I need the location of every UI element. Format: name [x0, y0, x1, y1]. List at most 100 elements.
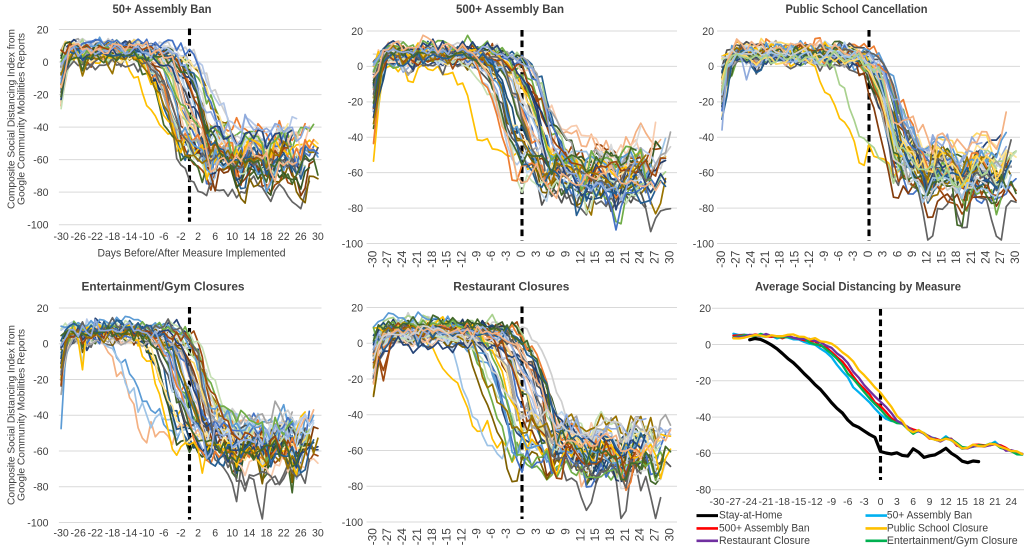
svg-text:6: 6 [212, 528, 218, 540]
svg-text:-20: -20 [348, 97, 363, 109]
svg-text:0: 0 [705, 339, 711, 351]
svg-text:12: 12 [920, 251, 934, 264]
svg-text:-6: -6 [832, 250, 846, 261]
svg-text:27: 27 [648, 251, 662, 264]
svg-text:21: 21 [989, 497, 1001, 508]
svg-text:10: 10 [226, 231, 238, 243]
svg-text:20: 20 [699, 303, 711, 315]
svg-text:-20: -20 [699, 97, 714, 109]
svg-text:-80: -80 [696, 485, 711, 497]
svg-text:-100: -100 [27, 220, 48, 232]
svg-text:3: 3 [876, 250, 890, 257]
svg-text:-6: -6 [159, 231, 169, 243]
svg-text:-18: -18 [425, 528, 439, 545]
svg-text:0: 0 [514, 250, 528, 257]
svg-text:-12: -12 [455, 528, 469, 545]
svg-text:24: 24 [1006, 497, 1018, 508]
svg-text:-60: -60 [33, 446, 48, 458]
svg-text:12: 12 [940, 497, 952, 508]
svg-text:500+ Assembly Ban: 500+ Assembly Ban [719, 523, 810, 535]
svg-text:-15: -15 [787, 250, 801, 267]
svg-text:Composite Social Distancing In: Composite Social Distancing Index from [7, 325, 18, 505]
svg-text:-18: -18 [773, 250, 787, 267]
svg-text:Entertainment/Gym Closures: Entertainment/Gym Closures [82, 279, 245, 293]
svg-text:18: 18 [261, 528, 273, 540]
svg-text:-27: -27 [380, 528, 394, 545]
svg-text:3: 3 [894, 497, 900, 508]
svg-text:-40: -40 [33, 410, 48, 422]
svg-text:2: 2 [195, 528, 201, 540]
svg-text:-26: -26 [71, 231, 86, 243]
svg-text:-30: -30 [53, 231, 68, 243]
svg-text:-21: -21 [410, 528, 424, 545]
svg-text:-60: -60 [696, 448, 711, 460]
svg-text:-30: -30 [709, 497, 724, 508]
svg-text:-22: -22 [88, 528, 103, 540]
svg-text:-40: -40 [33, 122, 48, 134]
svg-text:-3: -3 [859, 497, 868, 508]
svg-text:-60: -60 [348, 167, 363, 179]
svg-text:Composite Social Distancing In: Composite Social Distancing Index from [7, 29, 18, 209]
svg-text:22: 22 [278, 528, 290, 540]
svg-text:0: 0 [861, 250, 875, 257]
svg-text:-6: -6 [159, 528, 169, 540]
svg-text:14: 14 [244, 528, 256, 540]
svg-text:-18: -18 [425, 250, 439, 267]
svg-text:9: 9 [927, 497, 933, 508]
svg-text:30: 30 [312, 528, 324, 540]
svg-text:-6: -6 [843, 497, 852, 508]
svg-text:14: 14 [244, 231, 256, 243]
svg-text:24: 24 [633, 250, 647, 264]
svg-text:-9: -9 [827, 497, 836, 508]
svg-text:20: 20 [702, 26, 714, 38]
svg-text:20: 20 [351, 302, 363, 314]
svg-text:-22: -22 [88, 231, 103, 243]
svg-text:Entertainment/Gym Closure: Entertainment/Gym Closure [887, 535, 1018, 547]
svg-text:-27: -27 [729, 251, 743, 268]
svg-text:-9: -9 [469, 251, 483, 262]
svg-text:-18: -18 [775, 497, 790, 508]
svg-text:-30: -30 [714, 250, 728, 267]
svg-text:12: 12 [573, 528, 587, 541]
svg-text:Public School Closure: Public School Closure [887, 523, 988, 535]
svg-text:-40: -40 [348, 410, 363, 422]
svg-text:-30: -30 [53, 528, 68, 540]
svg-text:21: 21 [618, 251, 632, 264]
svg-text:-24: -24 [742, 497, 757, 508]
svg-text:20: 20 [37, 24, 49, 36]
svg-text:18: 18 [603, 250, 617, 264]
svg-text:26: 26 [295, 231, 307, 243]
svg-text:-60: -60 [699, 167, 714, 179]
svg-text:-10: -10 [139, 231, 154, 243]
svg-text:-12: -12 [808, 497, 823, 508]
svg-text:27: 27 [993, 251, 1007, 264]
svg-text:-20: -20 [348, 374, 363, 386]
svg-text:Average Social Distancing by M: Average Social Distancing by Measure [755, 279, 961, 293]
svg-text:-30: -30 [365, 528, 379, 545]
svg-text:6: 6 [910, 497, 916, 508]
svg-text:20: 20 [351, 26, 363, 38]
svg-text:27: 27 [648, 528, 662, 541]
svg-text:-18: -18 [105, 528, 120, 540]
svg-text:500+ Assembly Ban: 500+ Assembly Ban [456, 2, 564, 16]
svg-text:15: 15 [956, 497, 968, 508]
svg-text:0: 0 [514, 528, 528, 535]
svg-text:2: 2 [195, 231, 201, 243]
svg-text:20: 20 [37, 303, 49, 315]
svg-text:-12: -12 [802, 251, 816, 268]
svg-text:-100: -100 [342, 238, 363, 250]
svg-text:-3: -3 [846, 250, 860, 261]
svg-text:-10: -10 [139, 528, 154, 540]
svg-text:-3: -3 [499, 528, 513, 539]
svg-text:-80: -80 [33, 187, 48, 199]
svg-text:9: 9 [905, 251, 919, 258]
svg-text:26: 26 [295, 528, 307, 540]
svg-text:9: 9 [558, 528, 572, 535]
svg-text:-21: -21 [410, 251, 424, 268]
svg-text:-27: -27 [726, 497, 741, 508]
svg-text:Restaurant Closure: Restaurant Closure [719, 535, 810, 547]
svg-text:15: 15 [588, 250, 602, 264]
svg-text:-14: -14 [122, 231, 137, 243]
svg-text:-60: -60 [33, 154, 48, 166]
svg-text:-21: -21 [758, 251, 772, 268]
